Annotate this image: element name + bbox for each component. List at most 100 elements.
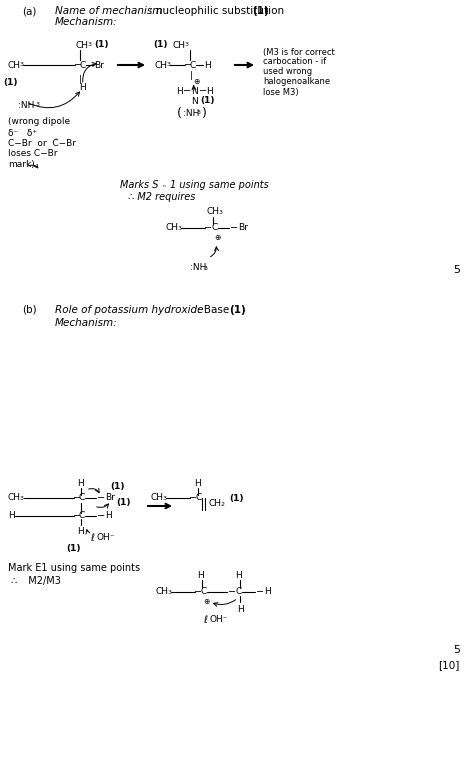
Text: −: − bbox=[73, 493, 81, 503]
Text: ): ) bbox=[202, 107, 207, 120]
Text: ⊕: ⊕ bbox=[214, 233, 220, 243]
Text: ∴ M2 requires: ∴ M2 requires bbox=[128, 192, 195, 202]
Text: loses C−Br: loses C−Br bbox=[8, 149, 57, 158]
Text: C: C bbox=[79, 493, 85, 502]
Text: 3: 3 bbox=[178, 226, 182, 230]
Text: :NH: :NH bbox=[183, 108, 200, 117]
Text: N: N bbox=[191, 87, 198, 96]
Text: 3: 3 bbox=[185, 43, 189, 47]
Text: CH: CH bbox=[173, 40, 186, 49]
Text: |: | bbox=[191, 70, 193, 80]
Text: H: H bbox=[79, 83, 86, 91]
Text: −: − bbox=[74, 60, 82, 70]
Text: H: H bbox=[264, 587, 271, 597]
Text: 3: 3 bbox=[163, 495, 167, 500]
Text: (a): (a) bbox=[22, 6, 36, 16]
Text: : Base: : Base bbox=[197, 305, 233, 315]
Text: N: N bbox=[191, 97, 198, 105]
Text: Br: Br bbox=[238, 223, 248, 233]
Text: C: C bbox=[236, 587, 242, 597]
Text: (1): (1) bbox=[229, 493, 244, 502]
Text: 3: 3 bbox=[20, 495, 24, 500]
Text: (1): (1) bbox=[66, 543, 81, 553]
Text: H: H bbox=[176, 87, 183, 96]
Text: −: − bbox=[204, 223, 212, 233]
Text: : nucleophilic substitution: : nucleophilic substitution bbox=[149, 6, 287, 16]
Text: δ⁻   δ⁺: δ⁻ δ⁺ bbox=[8, 130, 37, 138]
Text: (1): (1) bbox=[200, 97, 215, 105]
Text: (: ( bbox=[177, 107, 182, 120]
Text: 3: 3 bbox=[168, 590, 172, 594]
Text: (M3 is for correct: (M3 is for correct bbox=[263, 47, 335, 56]
Text: −: − bbox=[184, 60, 192, 70]
Text: −: − bbox=[73, 511, 81, 521]
Text: C: C bbox=[190, 60, 196, 70]
Text: −: − bbox=[97, 511, 105, 521]
Text: (1): (1) bbox=[94, 40, 109, 49]
Text: (1): (1) bbox=[252, 6, 269, 16]
Text: −: − bbox=[256, 587, 264, 597]
Text: H: H bbox=[77, 479, 84, 489]
Text: CH: CH bbox=[166, 223, 179, 233]
Text: −: − bbox=[194, 587, 202, 597]
Text: Role of potassium hydroxide: Role of potassium hydroxide bbox=[55, 305, 203, 315]
Text: (1): (1) bbox=[229, 305, 246, 315]
Text: H: H bbox=[197, 571, 204, 581]
Text: Br: Br bbox=[105, 493, 115, 502]
Text: H: H bbox=[204, 60, 211, 70]
Text: −: − bbox=[97, 493, 105, 503]
Text: (wrong dipole: (wrong dipole bbox=[8, 117, 70, 127]
Text: Br: Br bbox=[94, 60, 104, 70]
Text: |: | bbox=[79, 74, 82, 83]
Text: OH⁻: OH⁻ bbox=[210, 615, 228, 625]
Text: C: C bbox=[196, 493, 202, 502]
Text: 3: 3 bbox=[88, 43, 92, 47]
Text: carbocation - if: carbocation - if bbox=[263, 57, 326, 66]
Text: ℓ: ℓ bbox=[203, 615, 207, 625]
Text: [10]: [10] bbox=[438, 660, 459, 670]
Text: H: H bbox=[77, 527, 84, 536]
Text: (1): (1) bbox=[110, 482, 125, 491]
Text: Mechanism:: Mechanism: bbox=[55, 17, 118, 27]
Text: CH: CH bbox=[8, 493, 21, 502]
Text: H: H bbox=[8, 512, 15, 520]
Text: H: H bbox=[235, 571, 242, 581]
Text: −: − bbox=[199, 86, 207, 96]
Text: M2/M3: M2/M3 bbox=[22, 576, 61, 586]
Text: 5: 5 bbox=[453, 265, 460, 275]
Text: −: − bbox=[228, 587, 236, 597]
Text: CH: CH bbox=[209, 499, 222, 509]
Text: H: H bbox=[206, 87, 213, 96]
Text: used wrong: used wrong bbox=[263, 67, 312, 77]
Text: (1): (1) bbox=[116, 499, 130, 508]
Text: ₙ: ₙ bbox=[163, 182, 166, 188]
Text: 3: 3 bbox=[36, 103, 40, 107]
Text: mark): mark) bbox=[8, 159, 35, 169]
Text: C: C bbox=[212, 223, 218, 233]
Text: (1): (1) bbox=[3, 79, 18, 87]
Text: CH: CH bbox=[151, 493, 164, 502]
Text: C: C bbox=[80, 60, 86, 70]
Text: :NH: :NH bbox=[190, 264, 206, 273]
Text: 2: 2 bbox=[221, 502, 225, 506]
Text: −: − bbox=[183, 86, 191, 96]
Text: C: C bbox=[79, 512, 85, 520]
Text: 5: 5 bbox=[453, 645, 460, 655]
Text: CH: CH bbox=[207, 207, 220, 216]
Text: 3: 3 bbox=[219, 209, 223, 214]
Text: lose M3): lose M3) bbox=[263, 87, 299, 97]
Text: H: H bbox=[194, 479, 201, 489]
Text: Marks S: Marks S bbox=[120, 180, 158, 190]
Text: 3: 3 bbox=[204, 265, 208, 271]
Text: OH⁻: OH⁻ bbox=[97, 533, 116, 543]
Text: Mark E1 using same points: Mark E1 using same points bbox=[8, 563, 140, 573]
Text: H: H bbox=[237, 605, 244, 615]
Text: C−Br  or  Ċ−Br: C−Br or Ċ−Br bbox=[8, 139, 76, 148]
Text: ∴: ∴ bbox=[10, 576, 16, 586]
Text: 3: 3 bbox=[167, 63, 171, 67]
Text: H: H bbox=[105, 512, 112, 520]
Text: (b): (b) bbox=[22, 305, 36, 315]
Text: −: − bbox=[230, 223, 238, 233]
Text: ℓ: ℓ bbox=[90, 533, 94, 543]
Text: (1): (1) bbox=[153, 40, 167, 49]
